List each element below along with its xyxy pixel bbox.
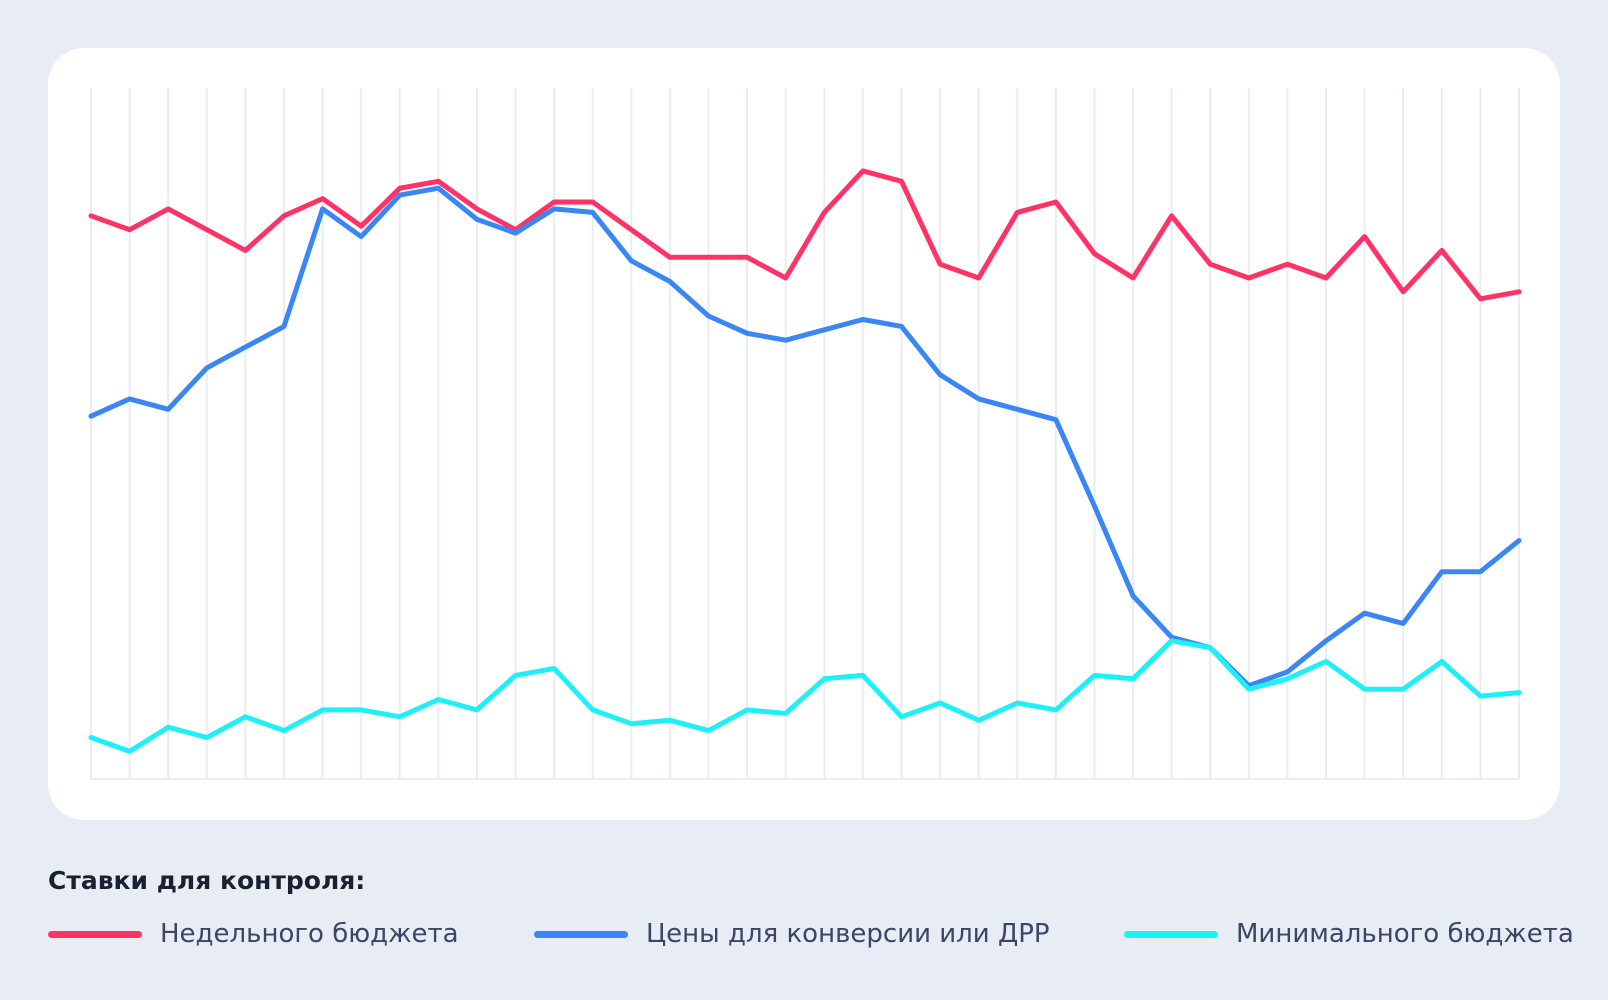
legend-label: Минимального бюджета [1236, 919, 1574, 949]
chart-card [48, 48, 1560, 820]
legend-item-minimal-budget: Минимального бюджета [1124, 914, 1574, 954]
legend-swatch [534, 930, 628, 938]
series-lines [88, 168, 1522, 754]
series-line-0 [88, 168, 1522, 302]
legend-item-conversion-price: Цены для конверсии или ДРР [534, 914, 1050, 954]
series-line-1 [88, 185, 1522, 689]
legend-swatch [1124, 930, 1218, 938]
legend-label: Недельного бюджета [160, 919, 459, 949]
legend-title: Ставки для контроля: [48, 866, 366, 895]
legend-swatch [48, 930, 142, 938]
legend-item-weekly-budget: Недельного бюджета [48, 914, 459, 954]
grid-lines [90, 88, 1520, 780]
legend-label: Цены для конверсии или ДРР [646, 919, 1050, 949]
series-line-2 [88, 638, 1522, 754]
